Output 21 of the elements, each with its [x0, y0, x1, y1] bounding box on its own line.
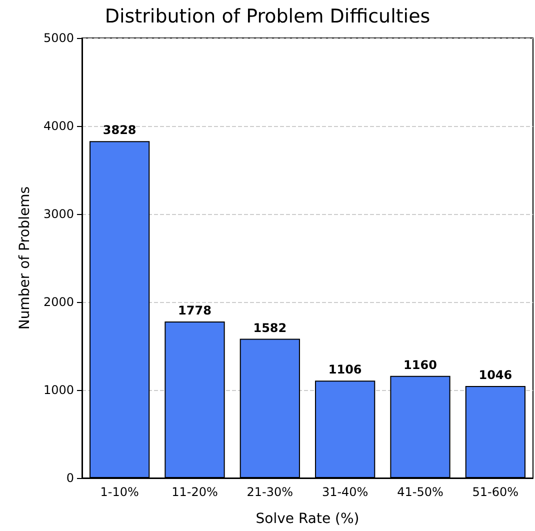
- data-label: 1582: [253, 320, 287, 335]
- data-label: 3828: [102, 123, 136, 138]
- x-tick-label: 41-50%: [397, 485, 444, 499]
- y-tick-label: 4000: [43, 119, 74, 133]
- y-tick-label: 1000: [43, 383, 74, 397]
- y-tick-label: 2000: [43, 295, 74, 309]
- x-tick-label: 21-30%: [246, 485, 294, 499]
- x-tick-label: 51-60%: [472, 485, 519, 499]
- y-axis-title: Number of Problems: [17, 186, 33, 330]
- data-label: 1046: [478, 368, 512, 382]
- chart-title: Distribution of Problem Difficulties: [104, 6, 430, 28]
- x-axis-title: Solve Rate (%): [256, 511, 360, 527]
- data-label: 1160: [404, 358, 437, 372]
- x-tick-label: 31-40%: [322, 485, 368, 499]
- x-tick-label: 1-10%: [100, 485, 139, 499]
- y-tick-label: 5000: [43, 31, 74, 45]
- data-label: 1778: [178, 304, 212, 318]
- x-tick-label: 11-20%: [172, 485, 218, 499]
- y-tick-label: 3000: [43, 207, 74, 221]
- data-label: 1106: [328, 362, 362, 377]
- y-tick-label: 0: [66, 471, 74, 485]
